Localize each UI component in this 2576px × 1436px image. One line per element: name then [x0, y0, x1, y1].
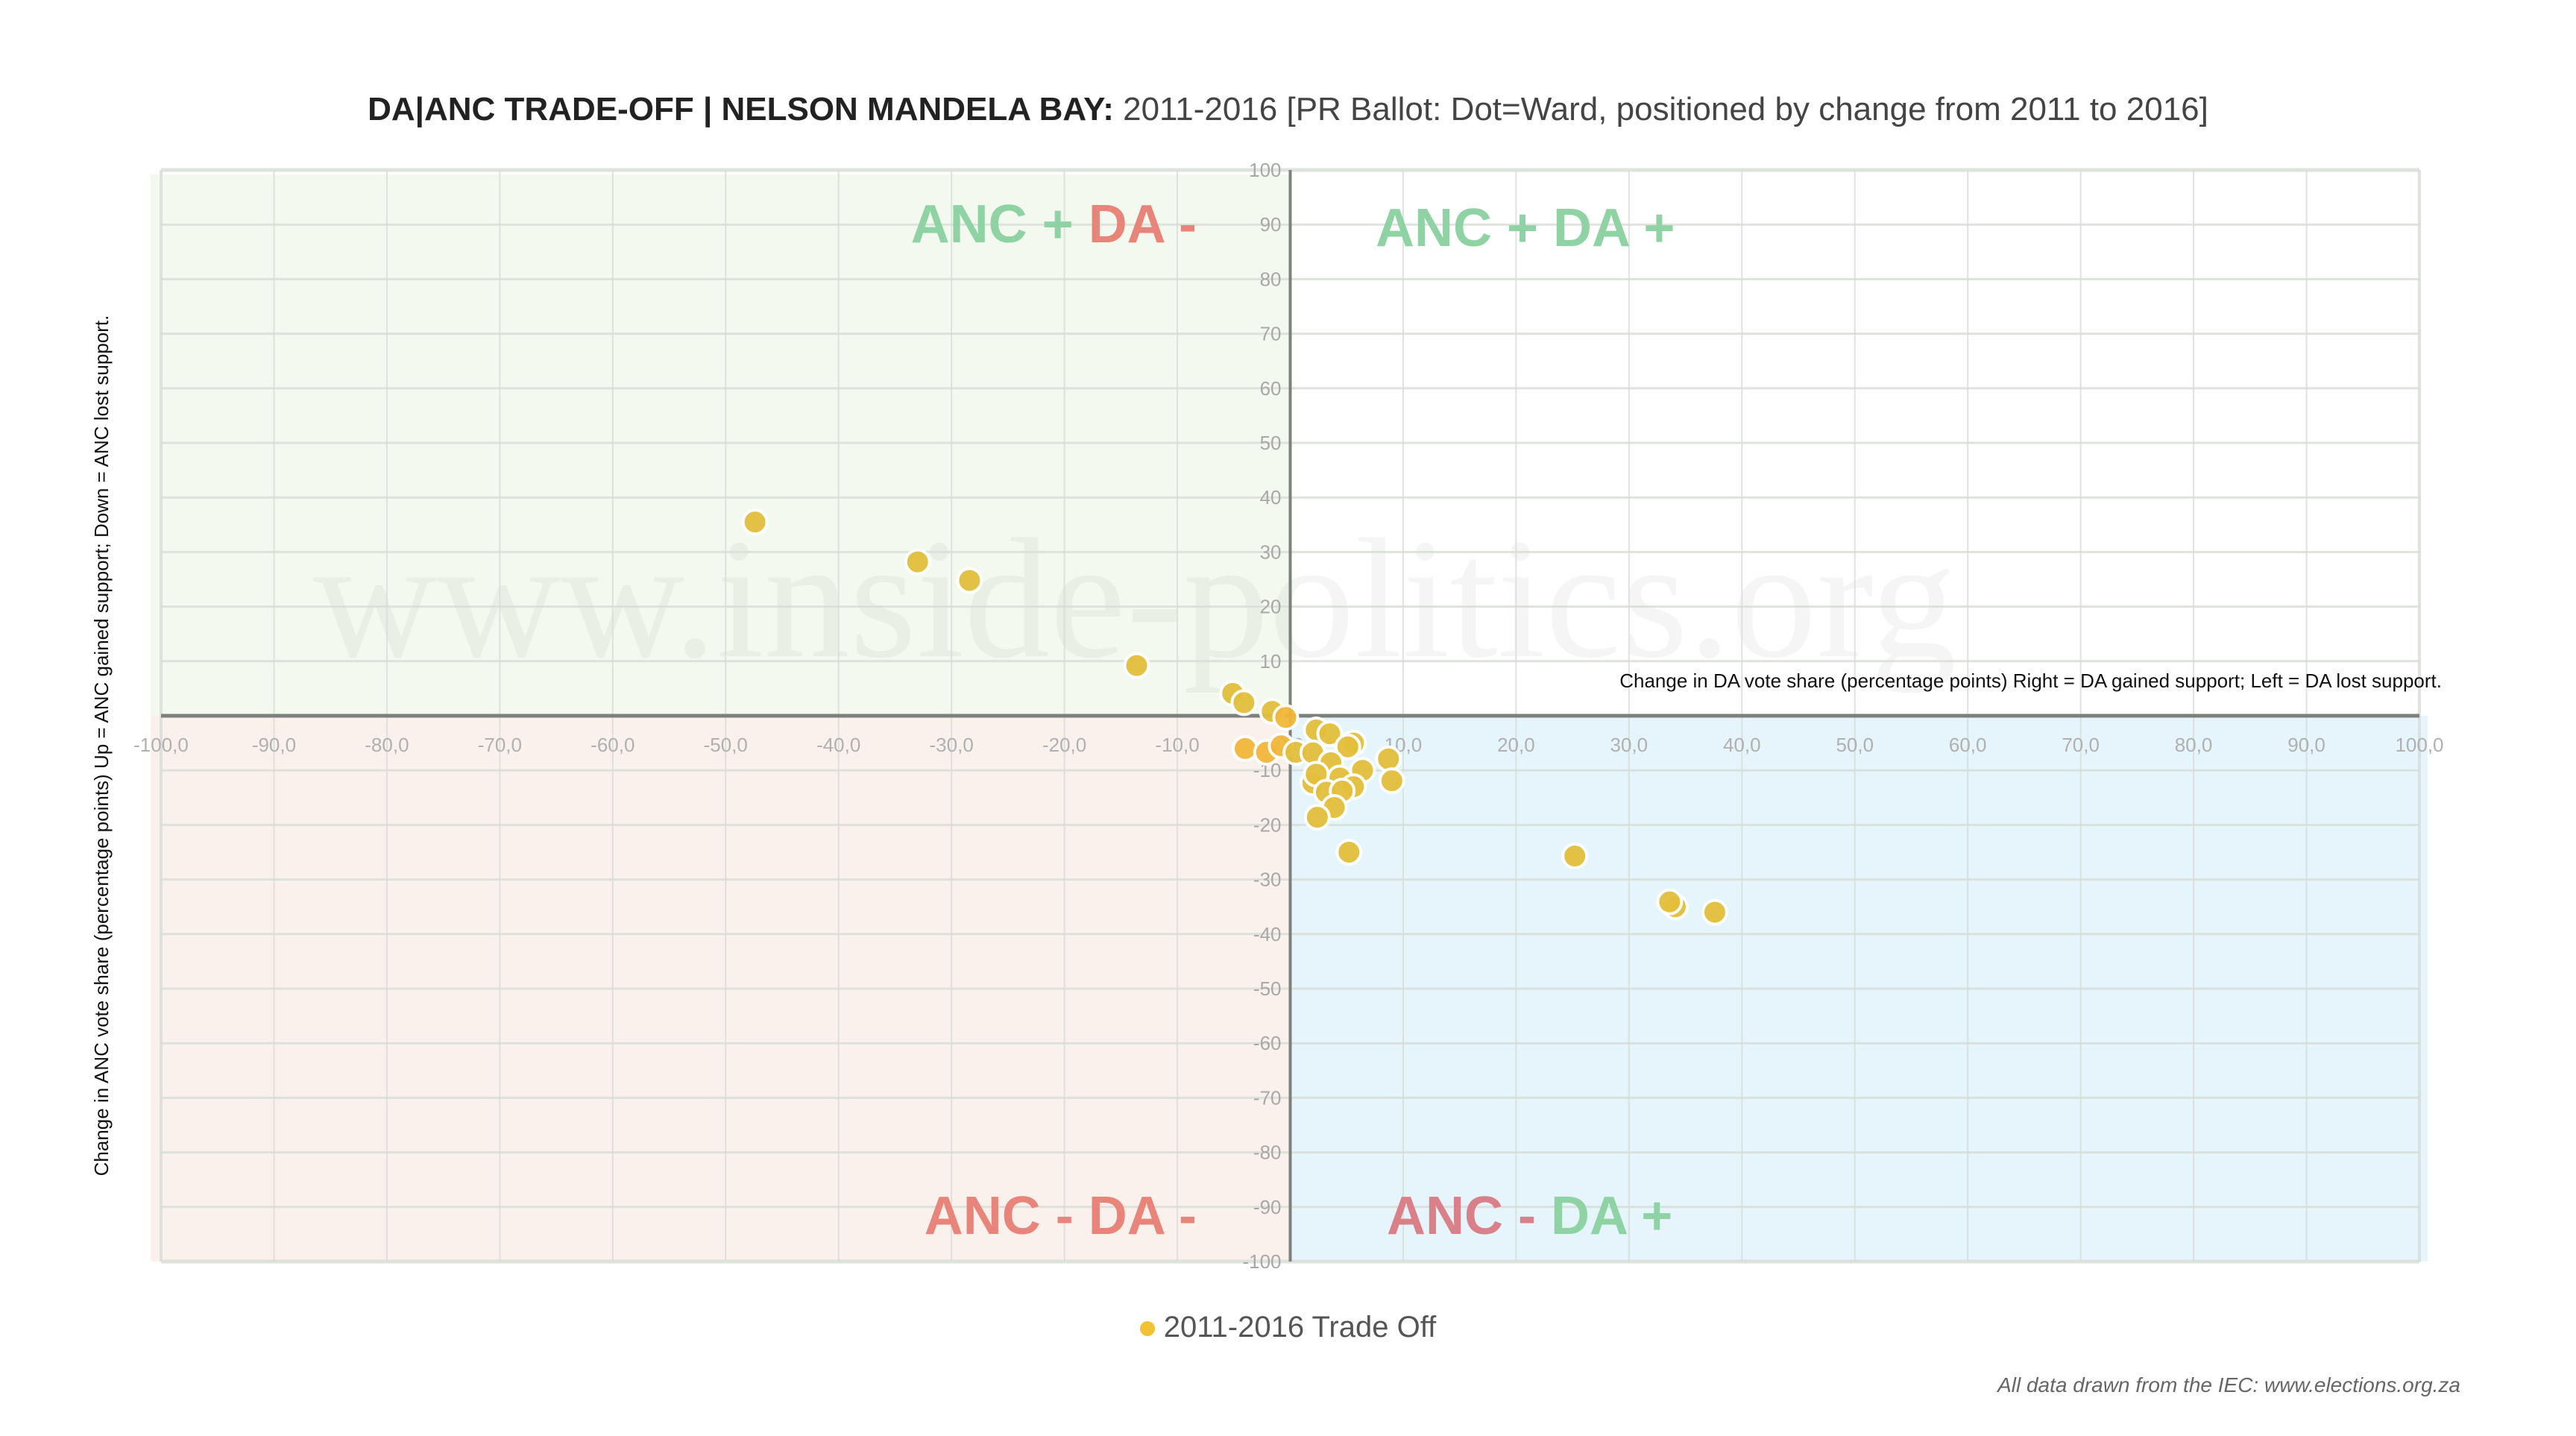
- x-tick-label: 80,0: [2175, 734, 2213, 756]
- x-tick-label: -20,0: [1042, 734, 1086, 756]
- x-tick-label: 100,0: [2395, 734, 2443, 756]
- chart-title: DA|ANC TRADE-OFF | NELSON MANDELA BAY: 2…: [0, 91, 2576, 128]
- x-tick-label: -50,0: [704, 734, 748, 756]
- data-point: [1272, 704, 1300, 731]
- y-tick-label: -30: [1253, 869, 1282, 891]
- x-tick-label: -100,0: [133, 734, 189, 756]
- x-tick-label: -10,0: [1155, 734, 1199, 756]
- x-tick-label: 20,0: [1497, 734, 1535, 756]
- data-point: [1303, 804, 1331, 831]
- x-tick-label: -60,0: [591, 734, 634, 756]
- data-point: [1230, 689, 1258, 717]
- quadrant-label-bottom-right: ANC - DA +: [1387, 1186, 1672, 1246]
- quadrant-label-top-left-part: DA -: [1089, 195, 1197, 254]
- data-point: [1316, 720, 1344, 748]
- legend[interactable]: 2011-2016 Trade Off: [0, 1311, 2576, 1344]
- legend-marker-icon: [1139, 1321, 1155, 1337]
- data-point: [1701, 898, 1728, 926]
- data-point: [956, 567, 983, 594]
- chart-title-rest: 2011-2016 [PR Ballot: Dot=Ward, position…: [1113, 91, 2208, 127]
- data-point: [904, 548, 931, 576]
- y-tick-label: 80: [1260, 268, 1282, 290]
- y-tick-label: -40: [1253, 923, 1282, 945]
- data-point: [1123, 652, 1150, 679]
- y-tick-label: 10: [1260, 650, 1282, 673]
- quadrant-label-top-left: ANC + DA -: [911, 195, 1197, 254]
- x-tick-labels: -100,0 -90,0 -80,0 -70,0 -60,0 -50,0 -40,0 -30,…: [133, 734, 2443, 756]
- quadrant-label-top-left-part: ANC +: [911, 195, 1089, 254]
- quadrant-label-bottom-right-part: DA +: [1551, 1186, 1672, 1246]
- data-point: [1335, 839, 1363, 866]
- x-tick-label: 50,0: [1836, 734, 1874, 756]
- y-tick-label: -70: [1253, 1086, 1282, 1109]
- y-tick-label: 40: [1260, 486, 1282, 508]
- quadrant-label-top-right: ANC + DA +: [1376, 198, 1675, 258]
- data-points: [741, 508, 1728, 926]
- x-tick-label: 40,0: [1723, 734, 1761, 756]
- y-tick-label: -50: [1253, 977, 1282, 1000]
- legend-label[interactable]: 2011-2016 Trade Off: [1163, 1311, 1437, 1344]
- data-point: [1378, 767, 1405, 795]
- x-tick-label: 30,0: [1610, 734, 1648, 756]
- quadrant-label-bottom-left-part: ANC - DA -: [925, 1186, 1197, 1246]
- quadrant-label-top-right-part: ANC + DA +: [1376, 198, 1675, 258]
- data-point: [1231, 734, 1259, 762]
- y-tick-label: 100: [1249, 159, 1281, 181]
- y-tick-label: 20: [1260, 596, 1282, 618]
- y-tick-label: -20: [1253, 813, 1282, 836]
- source-credit: All data drawn from the IEC: www.electio…: [1997, 1373, 2460, 1396]
- y-tick-label: 30: [1260, 541, 1282, 563]
- y-tick-label: 50: [1260, 432, 1282, 454]
- y-tick-label: 60: [1260, 377, 1282, 400]
- x-tick-label: -90,0: [252, 734, 296, 756]
- y-tick-label: -60: [1253, 1032, 1282, 1054]
- x-tick-label: 70,0: [2062, 734, 2100, 756]
- data-point: [741, 508, 769, 536]
- quadrant-labels: ANC + DA - ANC + DA +ANC - DA - ANC - DA +: [911, 195, 1675, 1246]
- data-point: [1561, 843, 1589, 870]
- x-tick-label: -40,0: [816, 734, 860, 756]
- chart-title-bold: DA|ANC TRADE-OFF | NELSON MANDELA BAY:: [368, 91, 1114, 127]
- y-tick-label: 70: [1260, 323, 1282, 345]
- x-tick-label: -70,0: [478, 734, 522, 756]
- data-point: [1656, 888, 1684, 916]
- y-tick-label: -100: [1242, 1250, 1281, 1273]
- data-point: [1375, 745, 1402, 772]
- quadrant-label-bottom-right-part: ANC -: [1387, 1186, 1551, 1246]
- x-tick-label: -80,0: [365, 734, 409, 756]
- y-axis-title: Change in ANC vote share (percentage poi…: [90, 315, 113, 1177]
- quadrant-label-bottom-left: ANC - DA -: [925, 1186, 1197, 1246]
- x-tick-label: 90,0: [2287, 734, 2325, 756]
- y-tick-label: 90: [1260, 213, 1282, 236]
- y-tick-label: -90: [1253, 1196, 1282, 1218]
- x-tick-label: 60,0: [1949, 734, 1987, 756]
- y-tick-labels: 1009080706050403020100-10-20-30-40-50-60…: [1242, 159, 1281, 1273]
- data-point: [1334, 733, 1361, 760]
- quadrant-top-left: [151, 174, 1291, 716]
- x-tick-label: -30,0: [930, 734, 974, 756]
- y-tick-label: -80: [1253, 1141, 1282, 1164]
- x-axis-title: Change in DA vote share (percentage poin…: [1619, 670, 2442, 692]
